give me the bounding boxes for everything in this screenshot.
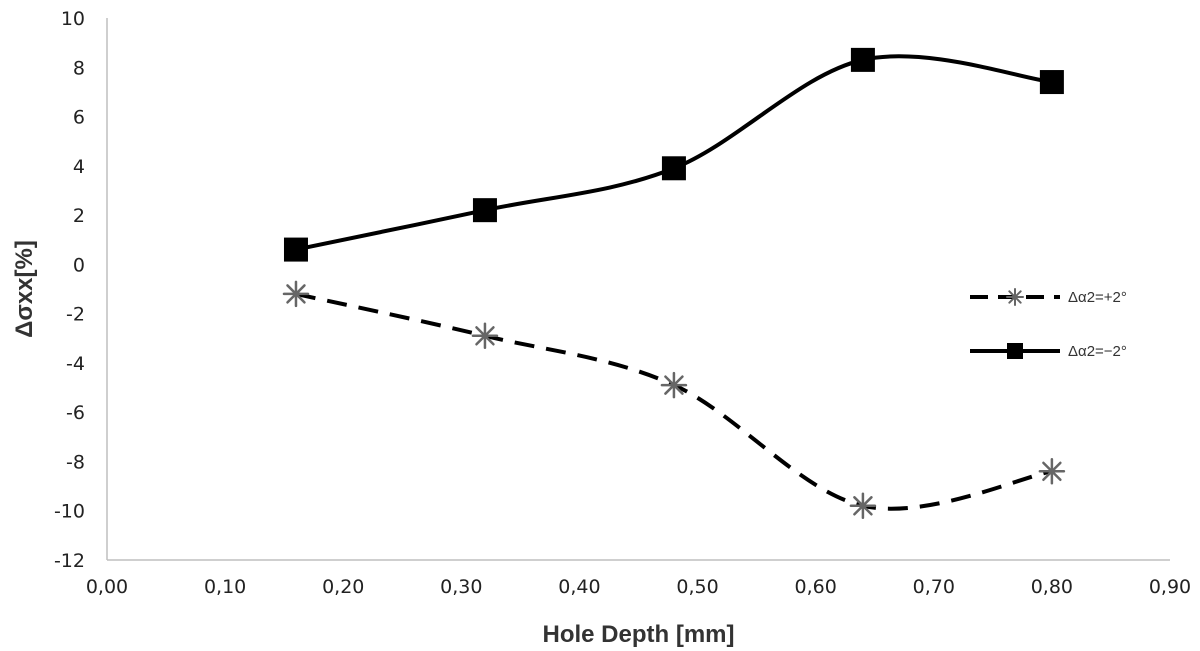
x-tick-labels: 0,00 0,10 0,20 0,30 0,40 0,50 0,60 0,70 0,80 0,90 — [86, 576, 1191, 598]
y-tick-label: -4 — [66, 353, 85, 375]
series-line — [295, 291, 1053, 511]
y-tick-label: 4 — [73, 156, 85, 178]
data-point — [660, 371, 688, 399]
data-point — [850, 47, 875, 72]
y-tick-label: -10 — [54, 501, 85, 523]
legend-item: Δα2=−2° — [970, 343, 1127, 360]
data-point — [661, 156, 686, 181]
y-tick-label: -12 — [54, 550, 85, 572]
x-tick-label: 0,20 — [322, 576, 364, 598]
x-tick-label: 0,90 — [1149, 576, 1191, 598]
x-tick-label: 0,50 — [676, 576, 718, 598]
data-point — [849, 492, 877, 520]
y-tick-label: 2 — [73, 205, 85, 227]
x-tick-label: 0,60 — [795, 576, 837, 598]
x-tick-label: 0,00 — [86, 576, 128, 598]
y-tick-label: -2 — [66, 304, 85, 326]
legend-label: Δα2=+2° — [1068, 289, 1127, 306]
y-axis-title: Δσxx[%] — [11, 240, 38, 338]
x-tick-label: 0,10 — [204, 576, 246, 598]
y-tick-label: -6 — [66, 402, 85, 424]
legend-label: Δα2=−2° — [1068, 343, 1127, 360]
data-point — [283, 237, 308, 262]
x-tick-label: 0,80 — [1031, 576, 1073, 598]
y-tick-label: 6 — [73, 107, 85, 129]
x-tick-label: 0,40 — [558, 576, 600, 598]
axes — [106, 18, 1170, 561]
y-tick-label: 0 — [73, 254, 85, 276]
series-2 — [283, 47, 1064, 262]
data-point — [471, 322, 499, 350]
legend-marker — [1007, 343, 1023, 359]
y-tick-label: 8 — [73, 57, 85, 79]
series-layer — [282, 47, 1066, 520]
y-tick-label: -8 — [66, 451, 85, 473]
x-tick-label: 0,70 — [913, 576, 955, 598]
x-tick-label: 0,30 — [440, 576, 482, 598]
legend: Δα2=+2° Δα2=−2° — [970, 288, 1127, 360]
data-point — [472, 198, 497, 223]
series-1 — [282, 280, 1066, 520]
x-axis-title: Hole Depth [mm] — [543, 621, 735, 648]
legend-item: Δα2=+2° — [970, 288, 1127, 306]
y-tick-labels: -12 -10 -8 -6 -4 -2 0 2 4 6 8 10 — [54, 8, 85, 572]
data-point — [1038, 458, 1066, 485]
y-tick-label: 10 — [61, 8, 85, 30]
data-point — [282, 280, 310, 308]
series-line — [295, 54, 1053, 252]
data-point — [1039, 70, 1064, 95]
legend-marker — [1006, 288, 1024, 306]
